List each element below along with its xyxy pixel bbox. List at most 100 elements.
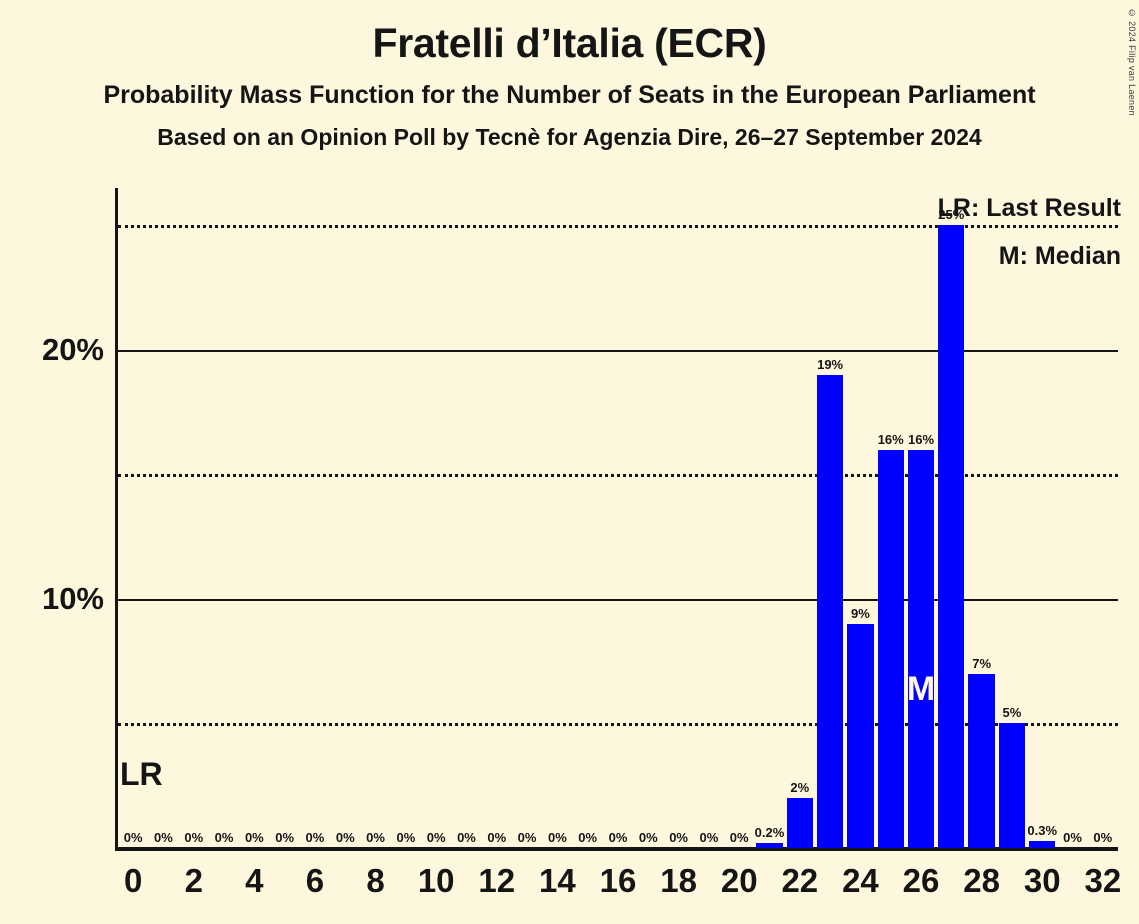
bar-value-label: 0%	[547, 830, 567, 845]
bar-slot[interactable]: 9%	[845, 188, 875, 848]
bar[interactable]	[998, 723, 1026, 848]
x-tick-label-6: 6	[305, 862, 325, 899]
x-tick-label-2: 2	[184, 862, 203, 899]
gridline-5	[118, 723, 1118, 727]
bar-slot[interactable]: 0.3%	[1027, 188, 1057, 848]
page-title: Fratelli d’Italia (ECR)	[372, 20, 767, 66]
bar-slot[interactable]: 2%	[785, 188, 815, 848]
bar-slot[interactable]: 0%	[118, 188, 148, 848]
x-axis-labels: 0 2 4 6 8 10 12 14 16 18 20 22 24 26 28 30 32	[118, 862, 1122, 912]
bar-value-label: 0%	[275, 830, 295, 845]
median-marker: M	[906, 670, 936, 708]
bar-slot[interactable]: 0%	[694, 188, 724, 848]
bar-slot[interactable]: 0%	[300, 188, 330, 848]
bar-value-label: 7%	[972, 655, 992, 671]
plot-area: 0% 0% 0% 0% 0% 0% 0% 0% 0% 0% 0% 0% 0% 0% 0% 0% 0% 0% 0% 0%…	[115, 188, 1118, 851]
gridline-25	[118, 225, 1118, 229]
gridline-15	[118, 474, 1118, 478]
bar-slot[interactable]: 16%	[876, 188, 906, 848]
bar-value-label: 0%	[305, 830, 325, 845]
bar-slot[interactable]: 0%	[633, 188, 663, 848]
bar-value-label: 0%	[426, 830, 446, 845]
bar-slot[interactable]: 0%	[573, 188, 603, 848]
bar-slot[interactable]: 7%	[966, 188, 996, 848]
bar[interactable]	[756, 843, 783, 848]
bar-value-label: 0%	[578, 830, 598, 845]
x-axis-line	[115, 847, 1118, 851]
bar[interactable]	[877, 449, 904, 848]
bar-slot[interactable]: 25%	[936, 188, 966, 848]
bar[interactable]	[847, 623, 874, 848]
bar-slot[interactable]: 0.2%	[754, 188, 784, 848]
legend-item-median: M: Median	[998, 242, 1121, 270]
bar-slot[interactable]: 0%	[179, 188, 209, 848]
chart-source-subtitle: Based on an Opinion Poll by Tecnè for Ag…	[157, 124, 982, 151]
bar-value-label: 2%	[790, 780, 810, 796]
bar-slot[interactable]: 0%	[239, 188, 269, 848]
x-tick-label-16: 16	[599, 862, 637, 899]
bar[interactable]	[816, 374, 844, 848]
x-tick-label-8: 8	[366, 862, 385, 899]
bar-slot[interactable]: 0%	[391, 188, 421, 848]
bar-value-label: 0%	[396, 830, 416, 845]
bar-slot[interactable]: 0%	[512, 188, 542, 848]
bar[interactable]	[1029, 840, 1056, 848]
bar-slot[interactable]: 0%	[421, 188, 451, 848]
x-tick-label-32: 32	[1084, 862, 1122, 899]
x-tick-label-28: 28	[963, 862, 1000, 899]
bar-value-label: 0%	[699, 830, 719, 845]
bar-slot[interactable]: 0%	[542, 188, 572, 848]
x-tick-label-10: 10	[417, 862, 455, 899]
bar-slot[interactable]: 0%	[148, 188, 178, 848]
bar-slot[interactable]: 0%	[663, 188, 693, 848]
bar-value-label: 0%	[154, 830, 173, 845]
bar-slot[interactable]: 0%	[1088, 188, 1118, 848]
x-tick-label-0: 0	[123, 862, 143, 899]
bar-value-label: 0%	[244, 830, 264, 845]
bar-slot[interactable]: 0%	[330, 188, 360, 848]
bar[interactable]	[907, 449, 935, 848]
bar-slot[interactable]: 5%	[997, 188, 1027, 848]
y-tick-label-10: 10%	[41, 580, 104, 616]
bar[interactable]	[786, 798, 813, 848]
bar-slot[interactable]: 0%	[603, 188, 633, 848]
bar-value-label: 0%	[366, 830, 385, 845]
bar-value-label: 0%	[1063, 830, 1082, 845]
y-axis-line	[115, 188, 118, 851]
bar-slot[interactable]: 0%	[270, 188, 300, 848]
bar-slot[interactable]: 19%	[815, 188, 845, 848]
bar-value-label: 0%	[1093, 830, 1113, 845]
bar-value-label: 16%	[908, 431, 935, 447]
x-tick-label-20: 20	[720, 862, 758, 899]
bar-value-label: 0%	[669, 830, 688, 845]
bar-value-label: 0%	[608, 830, 628, 845]
chart-subtitle: Probability Mass Function for the Number…	[103, 81, 1036, 110]
bar-value-label: 25%	[938, 207, 965, 223]
last-result-marker: LR	[120, 756, 163, 792]
bar-slot[interactable]: 0%	[451, 188, 481, 848]
x-tick-label-22: 22	[781, 862, 819, 899]
bar-value-label: 0%	[123, 830, 143, 845]
bar-value-label: 0%	[638, 830, 658, 845]
title-block: Fratelli d’Italia (ECR) Probability Mass…	[0, 0, 1139, 149]
bar-value-label: 0%	[214, 830, 234, 845]
x-tick-label-12: 12	[478, 862, 516, 899]
bar-slot[interactable]: 0%	[482, 188, 512, 848]
bar-slot[interactable]: 0%	[209, 188, 239, 848]
bar[interactable]	[938, 225, 965, 848]
bar-value-label: 0%	[457, 830, 476, 845]
copyright-notice: © 2024 Filip van Laenen	[1127, 8, 1137, 116]
x-tick-label-24: 24	[842, 862, 879, 899]
bar-slot[interactable]: 0%	[724, 188, 754, 848]
bar[interactable]	[968, 673, 995, 848]
x-tick-label-4: 4	[245, 862, 264, 899]
bar-value-label: 0%	[517, 830, 537, 845]
bar-value-label: 0%	[487, 830, 507, 845]
bar-value-label: 0.3%	[1027, 822, 1058, 838]
bar-slot[interactable]: 0%	[1057, 188, 1087, 848]
gridline-10	[118, 598, 1118, 601]
bar-value-label: 0%	[729, 830, 749, 845]
legend-item-last-result: LR: Last Result	[937, 194, 1121, 222]
bar-slot[interactable]: 0%	[360, 188, 390, 848]
bar-slot[interactable]: 16% M	[906, 188, 936, 848]
